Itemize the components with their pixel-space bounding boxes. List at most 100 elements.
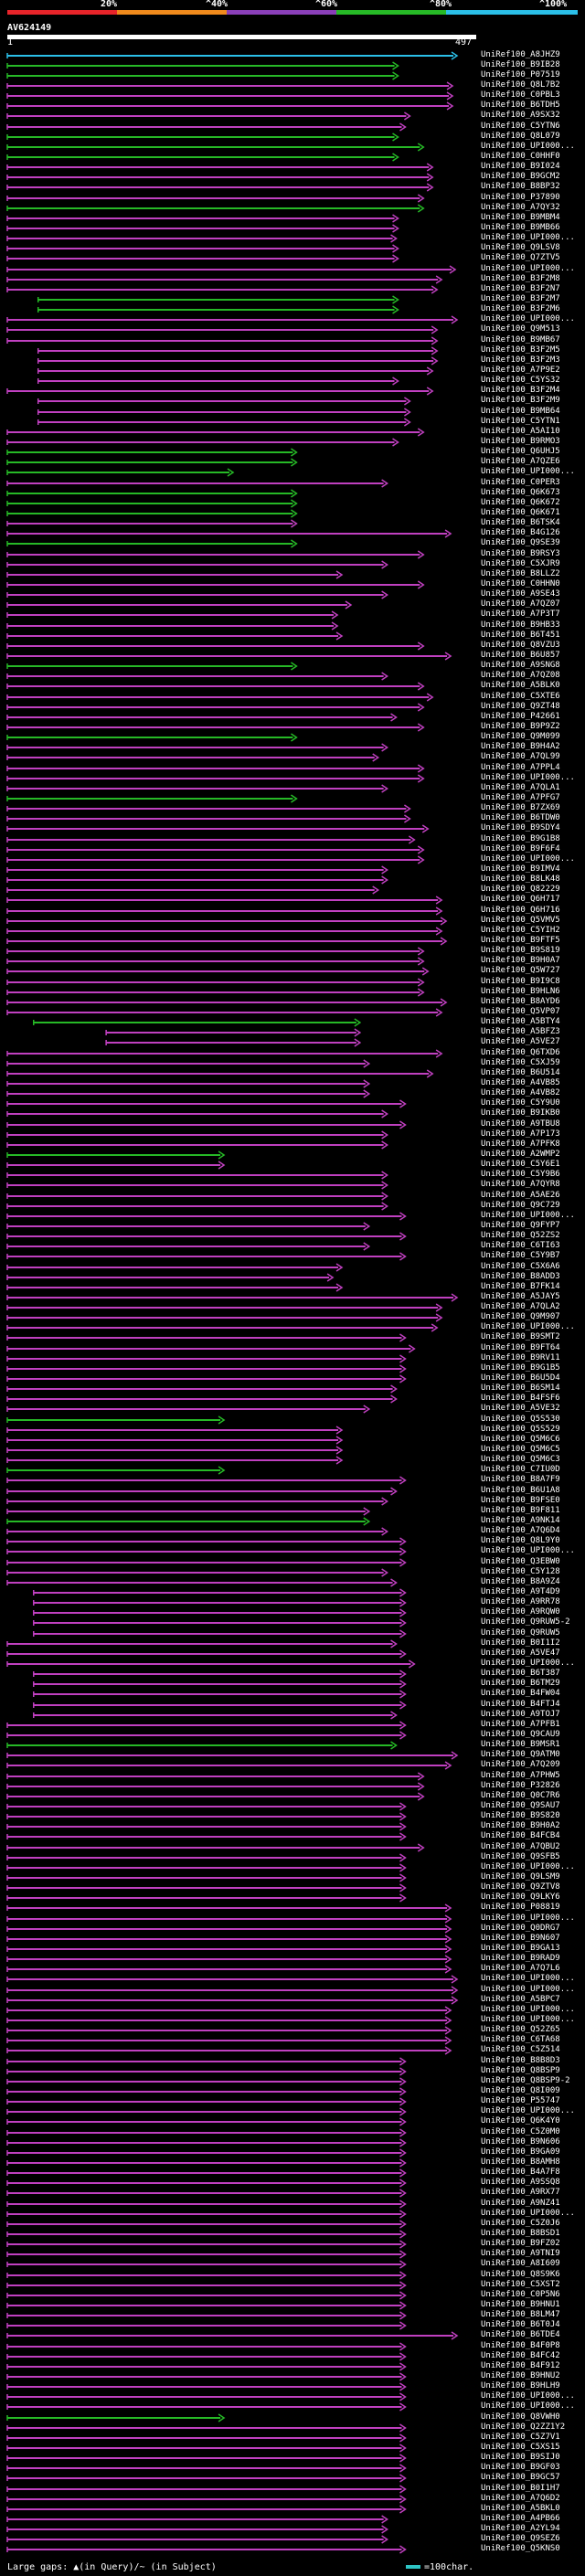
hit-line[interactable] (6, 1975, 459, 1984)
hit-label[interactable]: UniRef100_B9P9Z2 (481, 722, 560, 731)
hit-line[interactable] (6, 885, 380, 895)
hit-line[interactable] (33, 1670, 407, 1679)
hit-label[interactable]: UniRef100_C0HHN0 (481, 579, 560, 588)
hit-label[interactable]: UniRef100_A9SNG8 (481, 661, 560, 670)
hit-label[interactable]: UniRef100_UPI000... (481, 1546, 575, 1555)
hit-label[interactable]: UniRef100_B6U5D4 (481, 1373, 560, 1383)
hit-label[interactable]: UniRef100_B9HLN6 (481, 987, 560, 996)
hit-line[interactable] (6, 1089, 371, 1098)
hit-line[interactable] (6, 2495, 407, 2504)
hit-line[interactable] (6, 1333, 407, 1342)
hit-line[interactable] (6, 1323, 439, 1332)
hit-line[interactable] (6, 1812, 407, 1821)
hit-line[interactable] (6, 1883, 407, 1892)
hit-line[interactable] (6, 1293, 459, 1302)
hit-label[interactable]: UniRef100_Q6TXD6 (481, 1048, 560, 1057)
hit-line[interactable] (6, 1965, 452, 1974)
hit-line[interactable] (6, 2006, 452, 2015)
hit-label[interactable]: UniRef100_B4FTJ4 (481, 1700, 560, 1709)
hit-line[interactable] (6, 631, 344, 641)
hit-line[interactable] (37, 408, 411, 417)
hit-label[interactable]: UniRef100_B9IKB0 (481, 1108, 560, 1118)
hit-label[interactable]: UniRef100_A5JAY5 (481, 1292, 560, 1301)
hit-label[interactable]: UniRef100_C5XJ59 (481, 1058, 560, 1067)
hit-line[interactable] (6, 2474, 407, 2483)
hit-label[interactable]: UniRef100_B8A7F9 (481, 1475, 560, 1484)
hit-line[interactable] (33, 1598, 407, 1607)
hit-line[interactable] (6, 1935, 452, 1944)
hit-line[interactable] (6, 61, 399, 70)
hit-label[interactable]: UniRef100_A7PFB1 (481, 1720, 560, 1729)
hit-line[interactable] (6, 1547, 407, 1556)
hit-label[interactable]: UniRef100_A7QZE6 (481, 457, 560, 466)
hit-line[interactable] (6, 1384, 398, 1394)
hit-line[interactable] (6, 1903, 452, 1913)
hit-label[interactable]: UniRef100_B7ZX69 (481, 803, 560, 812)
hit-label[interactable]: UniRef100_Q8L079 (481, 132, 560, 141)
hit-label[interactable]: UniRef100_UPI000... (481, 1974, 575, 1983)
hit-line[interactable] (33, 1701, 407, 1710)
hit-label[interactable]: UniRef100_Q82229 (481, 885, 560, 894)
hit-line[interactable] (6, 590, 388, 599)
hit-line[interactable] (6, 2321, 407, 2330)
hit-label[interactable]: UniRef100_A5BKL0 (481, 2504, 560, 2513)
hit-label[interactable]: UniRef100_B9MB64 (481, 407, 560, 416)
hit-line[interactable] (6, 2067, 407, 2076)
hit-label[interactable]: UniRef100_Q9M907 (481, 1312, 560, 1321)
hit-line[interactable] (6, 967, 430, 976)
hit-label[interactable]: UniRef100_B8B8D3 (481, 2056, 560, 2065)
hit-line[interactable] (6, 101, 454, 111)
hit-label[interactable]: UniRef100_A7PPL4 (481, 763, 560, 772)
hit-label[interactable]: UniRef100_B8AYD6 (481, 997, 560, 1006)
hit-line[interactable] (6, 1751, 459, 1760)
hit-line[interactable] (6, 1659, 416, 1669)
hit-line[interactable] (6, 1008, 443, 1017)
hit-line[interactable] (6, 682, 425, 691)
hit-line[interactable] (33, 1629, 407, 1638)
hit-label[interactable]: UniRef100_A9RQW0 (481, 1607, 560, 1617)
hit-line[interactable] (6, 641, 425, 651)
hit-label[interactable]: UniRef100_A8I609 (481, 2259, 560, 2268)
hit-line[interactable] (6, 1283, 344, 1292)
hit-line[interactable] (6, 1344, 416, 1353)
hit-line[interactable] (6, 2505, 407, 2514)
hit-line[interactable] (33, 1608, 407, 1617)
hit-line[interactable] (37, 376, 399, 386)
hit-line[interactable] (6, 265, 457, 274)
hit-line[interactable] (6, 947, 425, 956)
hit-line[interactable] (6, 1394, 398, 1404)
hit-label[interactable]: UniRef100_B4FCB4 (481, 1831, 560, 1840)
hit-label[interactable]: UniRef100_Q6K673 (481, 488, 560, 497)
hit-line[interactable] (6, 2464, 407, 2473)
hit-line[interactable] (6, 1537, 407, 1546)
hit-line[interactable] (6, 2097, 407, 2106)
hit-label[interactable]: UniRef100_B0I1I2 (481, 1638, 560, 1648)
hit-line[interactable] (6, 845, 425, 854)
hit-label[interactable]: UniRef100_C5YTN1 (481, 417, 560, 426)
hit-label[interactable]: UniRef100_B9F6F4 (481, 844, 560, 853)
hit-line[interactable] (6, 733, 298, 742)
hit-line[interactable] (6, 244, 399, 253)
hit-label[interactable]: UniRef100_Q5VMV5 (481, 916, 560, 925)
hit-line[interactable] (6, 173, 434, 182)
hit-line[interactable] (6, 2158, 407, 2168)
hit-label[interactable]: UniRef100_B9G1B8 (481, 834, 560, 843)
hit-line[interactable] (6, 1099, 407, 1108)
hit-line[interactable] (6, 1202, 388, 1211)
hit-line[interactable] (6, 2117, 407, 2126)
hit-line[interactable] (6, 2138, 407, 2147)
hit-label[interactable]: UniRef100_B3F2M8 (481, 274, 560, 283)
hit-label[interactable]: UniRef100_Q6K671 (481, 508, 560, 517)
hit-label[interactable]: UniRef100_B9I9C8 (481, 977, 560, 986)
hit-line[interactable] (6, 2525, 388, 2534)
hit-label[interactable]: UniRef100_B9GA09 (481, 2147, 560, 2157)
hit-line[interactable] (6, 336, 439, 345)
hit-label[interactable]: UniRef100_B9RSY3 (481, 549, 560, 558)
hit-label[interactable]: UniRef100_B9RV11 (481, 1353, 560, 1362)
hit-line[interactable] (6, 519, 298, 528)
hit-line[interactable] (6, 1761, 452, 1770)
hit-label[interactable]: UniRef100_B3F2M7 (481, 294, 560, 303)
hit-label[interactable]: UniRef100_A9SX32 (481, 111, 560, 120)
hit-label[interactable]: UniRef100_B6U514 (481, 1068, 560, 1077)
hit-line[interactable] (6, 509, 298, 518)
